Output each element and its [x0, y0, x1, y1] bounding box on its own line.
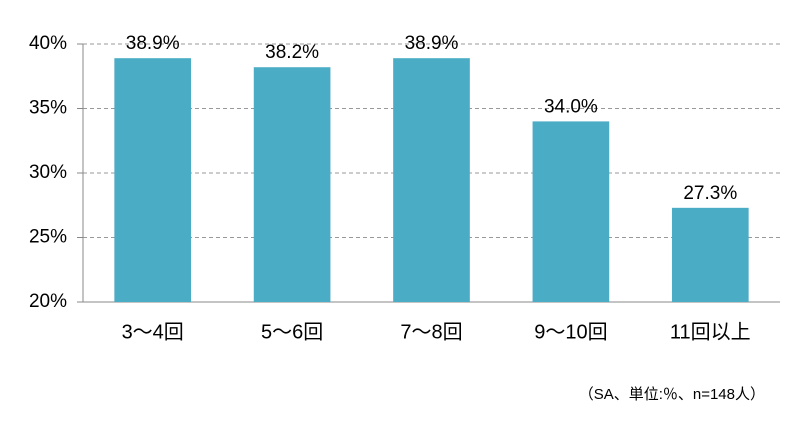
y-tick-label: 35% — [29, 98, 67, 119]
y-tick-label: 30% — [29, 162, 67, 183]
y-tick-label: 25% — [29, 227, 67, 248]
bar — [532, 121, 610, 303]
value-label: 27.3% — [683, 183, 737, 204]
y-tick-label: 40% — [29, 33, 67, 54]
x-tick-label: 3〜4回 — [122, 321, 184, 343]
footnote: （SA、単位:％、n=148人） — [579, 386, 765, 403]
bar — [253, 67, 331, 302]
value-label: 38.9% — [126, 33, 180, 54]
value-label: 34.0% — [544, 96, 598, 117]
x-tick-label: 5〜6回 — [261, 321, 323, 343]
y-tick-label: 20% — [29, 291, 67, 312]
bar — [671, 207, 749, 302]
value-label: 38.2% — [265, 42, 319, 63]
value-label: 38.9% — [405, 33, 459, 54]
x-tick-label: 9〜10回 — [534, 321, 607, 343]
bar — [114, 58, 192, 302]
bar — [393, 58, 470, 302]
x-tick-label: 11回以上 — [670, 320, 751, 343]
x-tick-label: 7〜8回 — [400, 321, 462, 343]
